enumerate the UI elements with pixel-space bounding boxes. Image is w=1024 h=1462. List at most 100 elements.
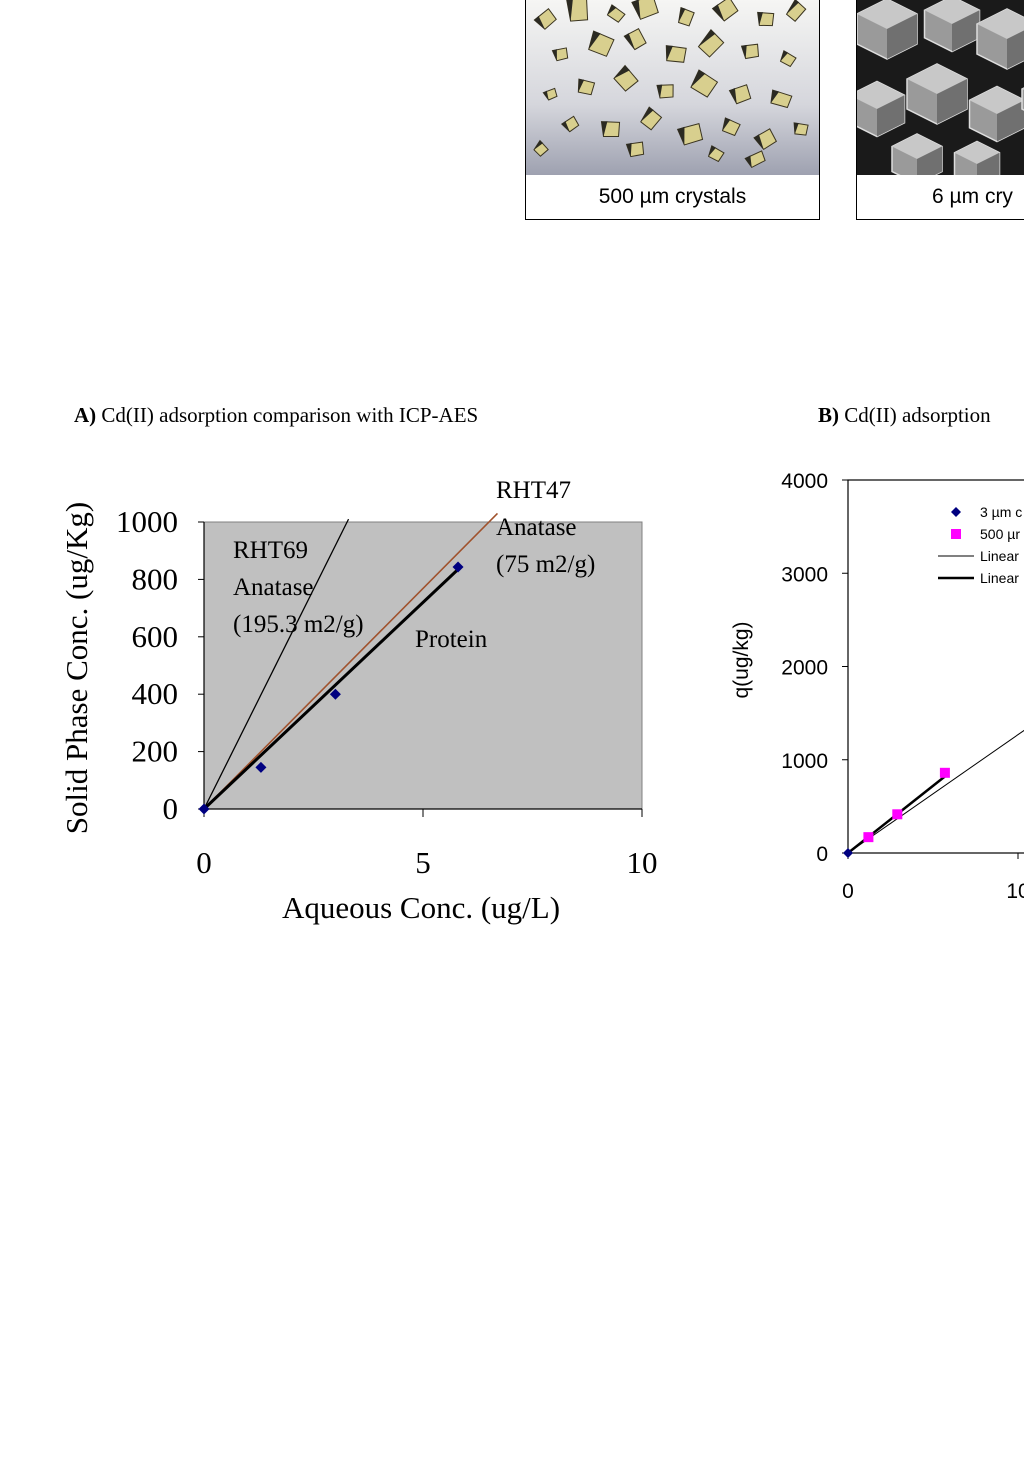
crystal-shadow bbox=[578, 79, 585, 93]
crystal-shadow bbox=[754, 134, 764, 150]
sem-crystal-side bbox=[887, 14, 917, 59]
sem-crystal bbox=[857, 80, 906, 138]
panel-a-title: A) Cd(II) adsorption comparison with ICP… bbox=[74, 403, 478, 428]
crystal-photo-caption: 6 µm cry bbox=[932, 185, 1013, 208]
crystal-shadow bbox=[678, 7, 686, 23]
crystal-shape bbox=[711, 0, 739, 22]
crystal-shape bbox=[551, 47, 569, 62]
crystal-shape bbox=[697, 29, 725, 58]
crystal-shadow bbox=[741, 44, 747, 59]
panel-b-letter: B) bbox=[818, 403, 839, 427]
sem-crystal-side bbox=[877, 95, 905, 137]
sem-crystal-side bbox=[997, 100, 1024, 142]
fit-line-1 bbox=[203, 518, 350, 810]
crystal-shadow bbox=[613, 65, 630, 79]
crystal-shape bbox=[533, 139, 549, 157]
plot-area bbox=[203, 521, 643, 810]
y-tick-label: 3000 bbox=[781, 563, 828, 586]
data-point bbox=[198, 803, 210, 815]
y-tick-label: 4000 bbox=[781, 470, 828, 493]
crystal-shadow bbox=[624, 33, 635, 50]
crystal-shape bbox=[656, 84, 674, 99]
crystal-shadow bbox=[631, 0, 641, 20]
sem-crystal-top bbox=[857, 81, 905, 109]
legend-entry: Linear bbox=[980, 570, 1019, 586]
crystal-shape bbox=[565, 0, 589, 22]
x-tick-label: 10 bbox=[1006, 880, 1024, 903]
y-tick-label: 400 bbox=[132, 676, 179, 711]
crystal-shape bbox=[577, 78, 596, 96]
y-tick-label: 1000 bbox=[116, 504, 178, 539]
x-axis-label: Aqueous Conc. (ug/L) bbox=[282, 890, 560, 925]
sem-crystal bbox=[968, 85, 1024, 143]
crystal-shadow bbox=[552, 49, 557, 61]
crystal-photo-image bbox=[526, 0, 819, 175]
legend-entry: 500 µr bbox=[980, 526, 1020, 542]
crystal-shape bbox=[793, 122, 809, 136]
crystal-photo-500um: 500 µm crystals bbox=[525, 0, 820, 220]
legend-entry: 3 µm c bbox=[980, 504, 1022, 520]
x-tick-label: 10 bbox=[627, 845, 658, 880]
sem-crystal-side bbox=[917, 146, 942, 175]
crystal-shadow bbox=[712, 4, 725, 21]
crystal-shape bbox=[690, 69, 719, 98]
crystal-shadow bbox=[543, 90, 549, 100]
sem-crystal bbox=[906, 63, 968, 125]
crystal-shadow bbox=[677, 126, 685, 145]
crystal-shape bbox=[600, 121, 621, 138]
data-point-500um bbox=[892, 809, 903, 820]
line-label: (195.3 m2/g) bbox=[233, 611, 364, 638]
line-label: Anatase bbox=[233, 574, 314, 601]
crystal-shadow bbox=[534, 15, 545, 30]
sem-crystal-top bbox=[924, 0, 980, 24]
y-tick-label: 800 bbox=[132, 561, 179, 596]
crystal-shape bbox=[757, 11, 775, 27]
y-axis-label: Solid Phase Conc. (ug/Kg) bbox=[59, 502, 94, 834]
panel-b-title: B) Cd(II) adsorption bbox=[818, 403, 991, 428]
x-tick-label: 5 bbox=[415, 845, 431, 880]
sem-crystal bbox=[976, 8, 1024, 70]
sem-crystal bbox=[857, 0, 918, 60]
crystal-photo-6um: 6 µm cry bbox=[856, 0, 1024, 220]
crystal-shadow bbox=[698, 29, 716, 47]
chart-b: 0 1000 2000 3000 4000 0 10 q(ug/kg) 3 µm c 500 µr… bbox=[730, 470, 1024, 903]
crystal-shape bbox=[785, 0, 807, 22]
crystal-shadow bbox=[607, 4, 617, 15]
crystal-shape bbox=[728, 84, 752, 105]
fit-line-3 bbox=[202, 568, 460, 811]
crystal-face bbox=[640, 106, 663, 131]
crystal-shape bbox=[606, 4, 626, 23]
data-point bbox=[329, 688, 341, 700]
x-tick-label: 0 bbox=[196, 845, 212, 880]
crystal-shadow bbox=[745, 155, 752, 168]
crystal-shape bbox=[623, 28, 647, 51]
panel-a-text: Cd(II) adsorption comparison with ICP-AE… bbox=[96, 403, 479, 427]
y-tick-label: 0 bbox=[163, 791, 179, 826]
crystal-shape bbox=[533, 8, 557, 30]
crystal-shape bbox=[542, 87, 558, 101]
data-point bbox=[452, 561, 464, 573]
fit-line-2 bbox=[203, 512, 499, 810]
crystal-shadow bbox=[533, 140, 544, 150]
crystal-shape bbox=[753, 128, 778, 151]
crystal-shadow bbox=[601, 121, 608, 137]
sem-crystal-top bbox=[857, 0, 917, 29]
line-label: Anatase bbox=[496, 514, 577, 541]
data-point-500um bbox=[939, 767, 950, 778]
crystal-shape bbox=[770, 89, 793, 109]
crystal-shadow bbox=[770, 90, 780, 103]
line-label: RHT69 bbox=[233, 537, 308, 564]
sem-crystal-side bbox=[977, 152, 1000, 175]
line-label: Protein bbox=[415, 626, 488, 653]
panel-a-letter: A) bbox=[74, 403, 97, 427]
y-axis-label: q(ug/kg) bbox=[730, 621, 753, 698]
sem-crystal-top bbox=[969, 86, 1024, 114]
x-tick-label: 0 bbox=[842, 880, 854, 903]
crystal-shape bbox=[631, 0, 659, 20]
crystal-shadow bbox=[666, 45, 673, 61]
crystal-shadow bbox=[588, 31, 601, 50]
crystal-face bbox=[623, 28, 647, 51]
crystal-shadow bbox=[794, 122, 799, 134]
crystal-photo-caption: 500 µm crystals bbox=[598, 185, 747, 208]
crystal-shape bbox=[779, 49, 797, 68]
